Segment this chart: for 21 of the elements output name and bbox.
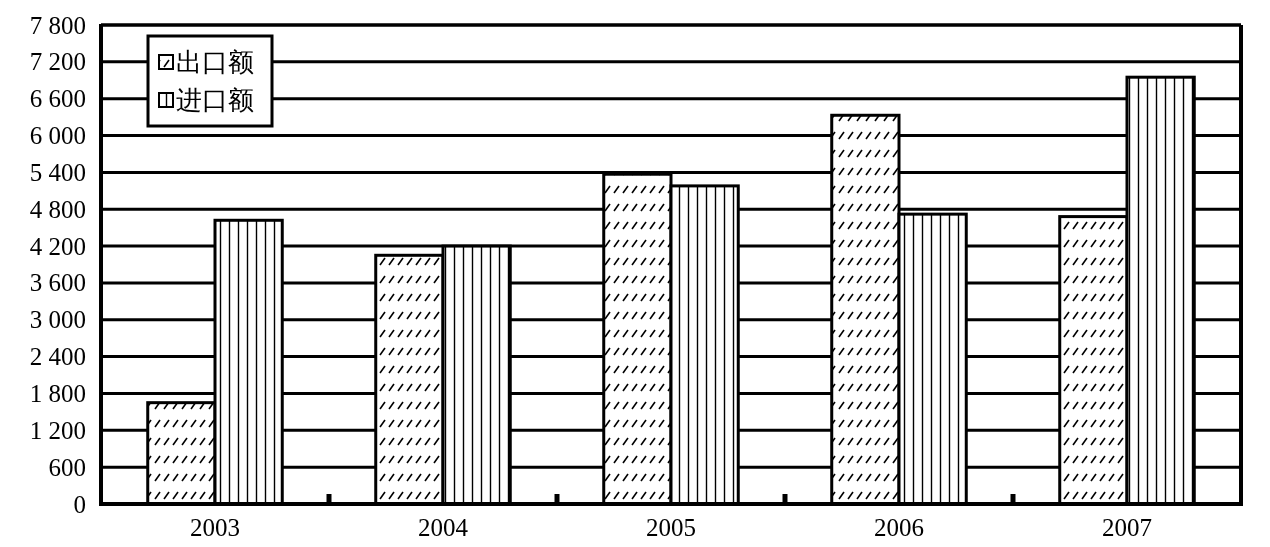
y-tick-label: 7 800	[29, 11, 86, 39]
y-tick-label: 4 800	[29, 195, 86, 223]
legend-label: 进口额	[176, 85, 254, 115]
y-tick-label: 6 000	[29, 122, 86, 150]
y-tick-label: 7 200	[29, 48, 86, 76]
y-tick-label: 4 200	[29, 232, 86, 260]
x-tick-label: 2005	[646, 513, 696, 541]
y-tick-label: 1 200	[29, 416, 86, 444]
x-tick-label: 2003	[190, 513, 240, 541]
y-tick-label: 3 600	[29, 269, 86, 297]
x-tick-label: 2006	[874, 513, 924, 541]
x-tick-label: 2004	[418, 513, 469, 541]
y-tick-label: 3 000	[29, 306, 86, 334]
y-tick-label: 1 800	[29, 379, 86, 407]
x-tick-label: 2007	[1102, 513, 1152, 541]
y-tick-label: 2 400	[29, 343, 86, 371]
y-tick-label: 6 600	[29, 85, 86, 113]
legend-label: 出口额	[176, 47, 254, 77]
y-tick-label: 5 400	[29, 158, 86, 186]
y-tick-label: 600	[48, 453, 86, 481]
y-tick-label: 0	[73, 490, 86, 518]
